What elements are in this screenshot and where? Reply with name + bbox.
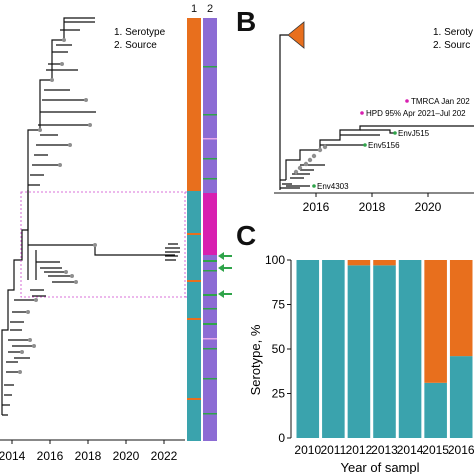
panel-c-y-tick: 75	[272, 298, 286, 312]
panel-c-x-tick: 2015	[422, 443, 449, 457]
green-arrows	[218, 252, 232, 298]
panel-a-x-tick: 2018	[75, 449, 102, 463]
panel-c-y-tick: 100	[265, 253, 285, 267]
panel-a-x-tick: 2014	[0, 449, 26, 463]
panel-a: 2014 2016 2018 2020 2022 1. Serotype 2. …	[0, 0, 232, 474]
serotype-bar-bottom	[187, 191, 201, 441]
panel-c-y-tick: 25	[272, 387, 286, 401]
env-4303-label: Env4303	[317, 182, 349, 191]
bar-header-2: 2	[206, 3, 214, 15]
panel-b-nodes	[293, 144, 328, 175]
panel-c-y-tick: 0	[278, 431, 285, 445]
bar-segment	[449, 260, 473, 357]
tmrca-label: TMRCA Jan 202	[411, 97, 470, 106]
panel-c-x-tick: 2012	[346, 443, 373, 457]
env-j515-label: EnvJ515	[398, 129, 430, 138]
bar-segment	[296, 260, 320, 438]
bar-segment	[424, 382, 447, 438]
bar-segment	[373, 260, 396, 266]
bar-segment	[347, 265, 371, 438]
bar-segment	[322, 260, 345, 438]
bar-header-1: 1	[190, 3, 198, 15]
panel-b-tree	[279, 34, 474, 190]
panel-c-axes	[287, 259, 292, 439]
panel-c-x-label: Year of sampl	[340, 460, 419, 474]
annotation-bars	[187, 18, 217, 441]
panel-a-legend-source: 2. Source	[114, 40, 157, 51]
panel-c-y-tick: 50	[272, 342, 286, 356]
panel-b-legend-source: 2. Sourc	[433, 40, 470, 51]
panel-c-x-tick: 2014	[397, 443, 424, 457]
panel-b-env-dots	[312, 131, 397, 188]
collapsed-clade-triangle	[287, 21, 305, 49]
panel-a-tree: 2014 2016 2018 2020 2022 1. Serotype 2. …	[0, 17, 190, 463]
panel-c-letter: C	[236, 220, 257, 251]
panel-c-y-label: Serotype, %	[248, 324, 263, 395]
panel-b-tmrca-dots	[360, 99, 409, 115]
env-5156-label: Env5156	[368, 141, 400, 150]
panel-c-x-tick: 2013	[371, 443, 398, 457]
panel-c-x-tick: 2010	[294, 443, 321, 457]
bar-segment	[398, 260, 422, 438]
panel-b-legend-serotype: 1. Seroty	[433, 27, 473, 38]
serotype-bar-top	[187, 18, 201, 191]
panel-c-x-tick: 2016	[448, 443, 474, 457]
highlight-box	[20, 191, 186, 298]
bar-segment	[424, 260, 447, 383]
panel-b-x-tick: 2016	[303, 200, 330, 214]
bar-segment	[373, 265, 396, 438]
phylogenetic-tree	[1, 17, 180, 416]
panel-b-x-tick: 2018	[359, 200, 386, 214]
source-bar-highlight	[203, 193, 217, 255]
panel-c-chart: Serotype, % 2010 2011 20122013201420152016…	[248, 253, 474, 474]
panel-c-x-tick: 2011	[320, 443, 346, 457]
panel-a-x-tick: 2016	[37, 449, 64, 463]
bar-segment	[347, 260, 371, 266]
panel-a-x-tick: 2022	[151, 449, 178, 463]
panel-a-x-tick: 2020	[113, 449, 140, 463]
panel-b-x-tick: 2020	[415, 200, 442, 214]
hpd-label: HPD 95% Apr 2021–Jul 202	[366, 109, 466, 118]
panel-b-letter: B	[236, 6, 257, 37]
panel-b: TMRCA Jan 202 HPD 95% Apr 2021–Jul 202 E…	[274, 21, 474, 214]
tree-nodes	[18, 38, 97, 374]
panel-c-bars	[296, 260, 473, 438]
panel-a-legend-serotype: 1. Serotype	[114, 27, 166, 38]
bar-segment	[449, 356, 473, 438]
